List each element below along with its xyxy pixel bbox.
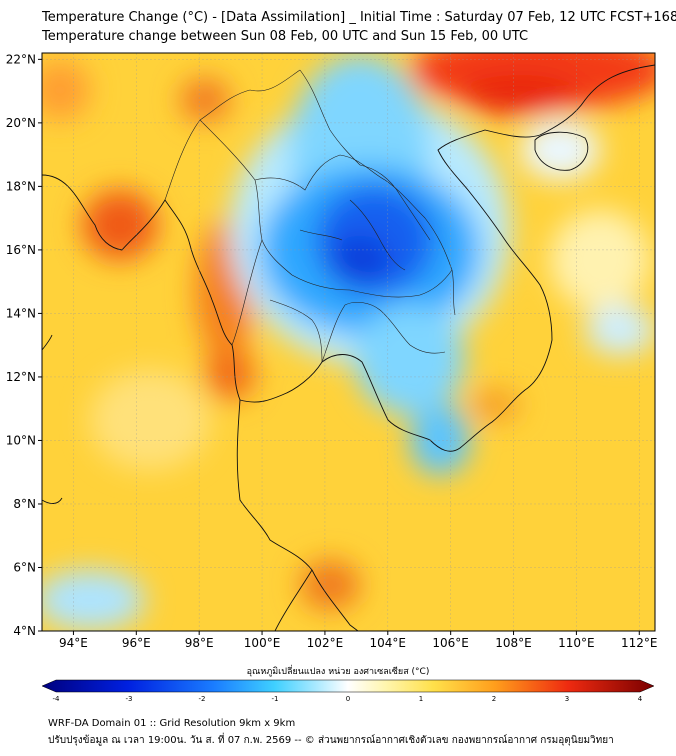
lon-tick-label: 104°E: [370, 636, 407, 650]
lon-tick-label: 102°E: [307, 636, 344, 650]
lat-tick-label: 4°N: [13, 624, 36, 638]
footer-model-info: WRF-DA Domain 01 :: Grid Resolution 9km …: [48, 718, 296, 729]
colorbar-tick-label: -2: [199, 695, 206, 703]
lon-tick-label: 108°E: [495, 636, 532, 650]
plot-frame: [41, 52, 656, 632]
lon-tick-label: 98°E: [185, 636, 214, 650]
colorbar-tick-label: -4: [53, 695, 61, 703]
colorbar-tick-label: -3: [126, 695, 133, 703]
lat-tick-label: 14°N: [6, 306, 36, 320]
lat-tick-label: 10°N: [6, 433, 36, 447]
lon-tick-label: 112°E: [621, 636, 658, 650]
colorbar-tick-label: 3: [565, 695, 569, 703]
lat-tick-label: 6°N: [13, 560, 36, 574]
lat-tick-label: 16°N: [6, 243, 36, 257]
coastlines: [42, 64, 655, 631]
colorbar: [41, 679, 655, 693]
lat-tick-label: 20°N: [6, 116, 36, 130]
lat-tick-label: 12°N: [6, 370, 36, 384]
lon-tick-label: 96°E: [122, 636, 151, 650]
footer-credit: ปรับปรุงข้อมูล ณ เวลา 19:00น. วัน ส. ที่…: [48, 735, 614, 746]
lon-tick-label: 110°E: [558, 636, 595, 650]
lat-tick-label: 8°N: [13, 497, 36, 511]
colorbar-tick-label: 0: [346, 695, 350, 703]
lon-tick-label: 100°E: [244, 636, 281, 650]
temperature-field: [42, 53, 655, 631]
country-borders: [164, 69, 456, 363]
colorbar-tick-label: 1: [419, 695, 423, 703]
lat-tick-label: 22°N: [6, 52, 36, 66]
map-title: Temperature Change (°C) - [Data Assimila…: [42, 10, 676, 25]
lon-tick-label: 94°E: [59, 636, 88, 650]
lat-tick-label: 18°N: [6, 179, 36, 193]
lon-tick-label: 106°E: [432, 636, 469, 650]
colorbar-tick-label: -1: [272, 695, 279, 703]
map-subtitle: Temperature change between Sun 08 Feb, 0…: [42, 29, 529, 44]
colorbar-tick-label: 2: [492, 695, 496, 703]
colorbar-label: อุณหภูมิเปลี่ยนแปลง หน่วย องศาเซลเซียส (…: [246, 667, 430, 677]
colorbar-tick-label: 4: [638, 695, 643, 703]
